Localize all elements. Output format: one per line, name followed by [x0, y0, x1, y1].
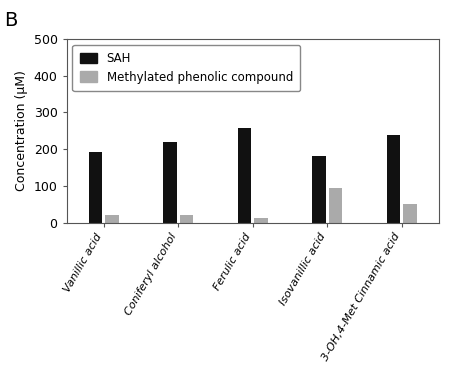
- Bar: [238, 128, 252, 223]
- Bar: [403, 204, 417, 223]
- Text: B: B: [5, 11, 18, 30]
- Y-axis label: Concentration (μM): Concentration (μM): [15, 70, 28, 191]
- Bar: [105, 215, 119, 223]
- Bar: [180, 215, 193, 223]
- Bar: [387, 135, 400, 223]
- Bar: [312, 156, 326, 223]
- Bar: [163, 142, 177, 223]
- Bar: [329, 188, 342, 223]
- Bar: [254, 218, 268, 223]
- Bar: [89, 152, 102, 223]
- Legend: SAH, Methylated phenolic compound: SAH, Methylated phenolic compound: [73, 45, 300, 91]
